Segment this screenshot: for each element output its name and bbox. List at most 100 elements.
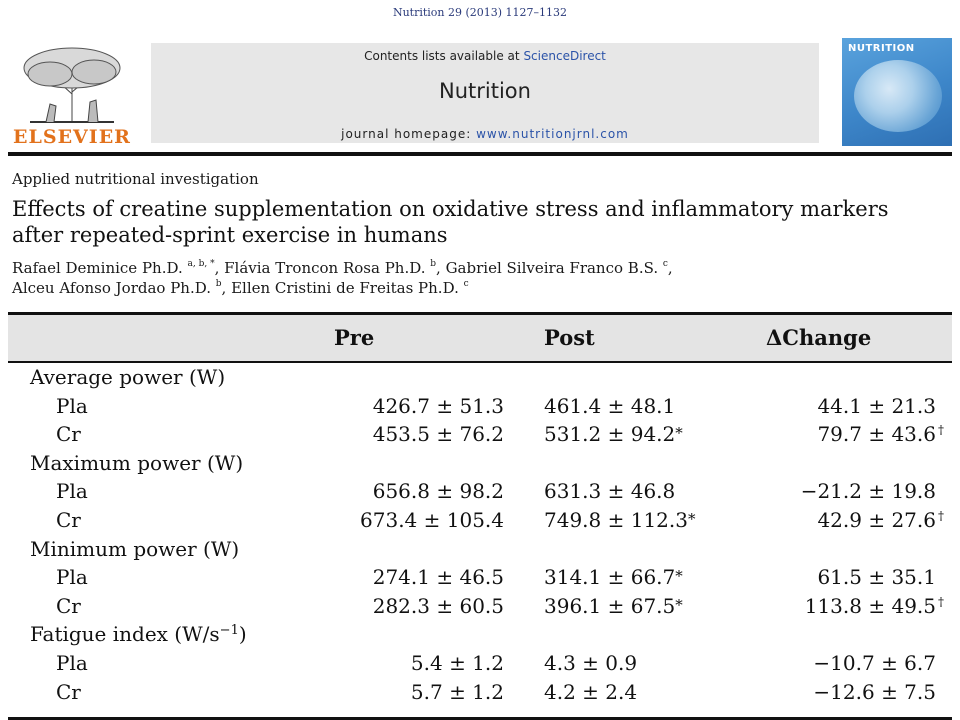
significance-mark: * [675, 424, 683, 443]
group-member-label: Pla [56, 651, 88, 675]
change-value: 61.5 ± 35.1 [746, 565, 936, 589]
post-value-text: 4.3 ± 0.9 [544, 651, 638, 675]
change-value-text: 61.5 ± 35.1 [817, 565, 936, 590]
significance-mark: * [687, 510, 696, 528]
group-label: Fatigue index (W/s−1) [30, 622, 247, 647]
pre-value: 453.5 ± 76.2 [372, 422, 504, 447]
group-member-label: Cr [56, 593, 81, 618]
table-group-row: Minimum power (W) [8, 537, 952, 566]
table-body: Average power (W) Pla 426.7 ± 51.3 461.4 ± … [8, 363, 952, 715]
post-value: 749.8 ± 112.3* [544, 508, 719, 532]
change-value-text: 113.8 ± 49.5 [804, 593, 936, 618]
change-value-text: −21.2 ± 19.8 [800, 479, 936, 504]
change-value: 44.1 ± 21.3 [746, 394, 936, 418]
author-affiliation: b [215, 279, 222, 289]
elsevier-wordmark: ELSEVIER [13, 126, 131, 148]
change-value: −21.2 ± 19.8 [746, 479, 936, 503]
elsevier-logo: ELSEVIER [10, 44, 134, 148]
column-pre: Pre [334, 325, 375, 350]
elsevier-tree-icon [23, 47, 121, 123]
author-name: Ellen Cristini de Freitas Ph.D. [231, 279, 464, 297]
change-value-text: 42.9 ± 27.6 [817, 508, 936, 532]
table-row: Pla 426.7 ± 51.3 461.4 ± 48.1 44.1 ± 21.3 [8, 394, 952, 423]
table-group-row: Average power (W) [8, 365, 952, 394]
change-value: 42.9 ± 27.6 † [817, 508, 944, 532]
pre-value: 5.7 ± 1.2 [410, 679, 504, 704]
journal-cover-image: NUTRITION [842, 38, 952, 146]
post-value: 4.3 ± 0.9 [544, 651, 719, 675]
article-title: Effects of creatine supplementation on o… [12, 197, 889, 247]
contents-line: Contents lists available at ScienceDirec… [151, 49, 819, 63]
author-affiliation: a, b, * [187, 259, 215, 269]
change-value: 79.7 ± 43.6 † [817, 422, 944, 447]
post-value: 396.1 ± 67.5* [544, 594, 719, 618]
table-row: Pla 656.8 ± 98.2 631.3 ± 46.8 −21.2 ± 19.8 [8, 479, 952, 508]
group-member-label: Pla [56, 565, 88, 590]
post-value: 314.1 ± 66.7* [544, 565, 719, 589]
group-member-label: Cr [56, 422, 81, 447]
group-member-label: Pla [56, 479, 88, 504]
significance-mark: * [675, 595, 683, 614]
homepage-line: journal homepage: www.nutritionjrnl.com [151, 127, 819, 141]
author-list: Rafael Deminice Ph.D. a, b, *, Flávia Tr… [12, 259, 673, 297]
homepage-link[interactable]: www.nutritionjrnl.com [476, 127, 629, 141]
group-member-label: Cr [56, 508, 81, 532]
pre-value: 656.8 ± 98.2 [372, 479, 504, 504]
group-member-label: Cr [56, 679, 81, 704]
post-value-text: 531.2 ± 94.2 [544, 422, 676, 447]
post-value-text: 631.3 ± 46.8 [544, 479, 676, 504]
article-section: Applied nutritional investigation [12, 170, 259, 188]
table-group-row: Fatigue index (W/s−1) [8, 622, 952, 651]
unit-exponent: −1 [219, 623, 239, 639]
change-value-text: −12.6 ± 7.5 [813, 679, 936, 704]
significance-mark: * [675, 567, 683, 586]
change-value-text: 79.7 ± 43.6 [817, 422, 936, 447]
journal-info-box: Contents lists available at ScienceDirec… [151, 43, 819, 143]
globe-icon [854, 60, 942, 132]
change-value: 113.8 ± 49.5 † [804, 593, 944, 618]
post-value: 461.4 ± 48.1 [544, 394, 719, 418]
post-value: 631.3 ± 46.8 [544, 479, 719, 503]
table-row: Cr 453.5 ± 76.2 531.2 ± 94.2* 79.7 ± 43.6 † [8, 422, 952, 451]
post-value-text: 461.4 ± 48.1 [544, 393, 676, 418]
column-post: Post [544, 325, 595, 350]
post-value: 531.2 ± 94.2* [544, 422, 719, 446]
post-value-text: 749.8 ± 112.3 [544, 508, 688, 532]
cover-title: NUTRITION [848, 43, 915, 54]
sciencedirect-link[interactable]: ScienceDirect [523, 49, 606, 63]
pre-value: 426.7 ± 51.3 [372, 393, 504, 418]
column-change: ΔChange [766, 325, 872, 350]
author-name: Gabriel Silveira Franco B.S. [445, 259, 663, 277]
author-affiliation: c [463, 279, 469, 289]
pre-value: 274.1 ± 46.5 [372, 565, 504, 590]
post-value-text: 396.1 ± 67.5 [544, 593, 676, 618]
group-label: Maximum power (W) [30, 450, 244, 475]
table-row: Pla 5.4 ± 1.2 4.3 ± 0.9 −10.7 ± 6.7 [8, 651, 952, 680]
results-table: Pre Post ΔChange Average power (W) Pla 426… [8, 312, 952, 720]
group-member-label: Pla [56, 393, 88, 418]
post-value-text: 314.1 ± 66.7 [544, 565, 676, 590]
change-value: −12.6 ± 7.5 [746, 680, 936, 704]
group-label: Average power (W) [30, 365, 226, 389]
author-affiliation: b [430, 259, 437, 269]
group-label: Minimum power (W) [30, 536, 240, 561]
journal-citation: Nutrition 29 (2013) 1127–1132 [392, 6, 568, 19]
table-row: Cr 673.4 ± 105.4 749.8 ± 112.3* 42.9 ± 27.6… [8, 508, 952, 537]
homepage-prefix: journal homepage: [341, 127, 477, 141]
journal-banner: ELSEVIER Contents lists available at Sci… [8, 36, 952, 154]
change-value-text: 44.1 ± 21.3 [817, 393, 936, 418]
author-name: Flávia Troncon Rosa Ph.D. [224, 259, 431, 277]
table-row: Pla 274.1 ± 46.5 314.1 ± 66.7* 61.5 ± 35.1 [8, 565, 952, 594]
change-value: −10.7 ± 6.7 [746, 651, 936, 675]
author-name: Alceu Afonso Jordao Ph.D. [12, 279, 216, 297]
post-value: 4.2 ± 2.4 [544, 680, 719, 704]
table-row: Cr 5.7 ± 1.2 4.2 ± 2.4 −12.6 ± 7.5 [8, 680, 952, 709]
table-header: Pre Post ΔChange [8, 315, 952, 363]
change-value-text: −10.7 ± 6.7 [813, 651, 936, 675]
post-value-text: 4.2 ± 2.4 [544, 679, 638, 704]
journal-name: Nutrition [439, 79, 531, 103]
table-row: Cr 282.3 ± 60.5 396.1 ± 67.5* 113.8 ± 49.5 † [8, 594, 952, 623]
pre-value: 673.4 ± 105.4 [360, 508, 504, 532]
table-group-row: Maximum power (W) [8, 451, 952, 480]
contents-prefix: Contents lists available at [364, 49, 524, 63]
